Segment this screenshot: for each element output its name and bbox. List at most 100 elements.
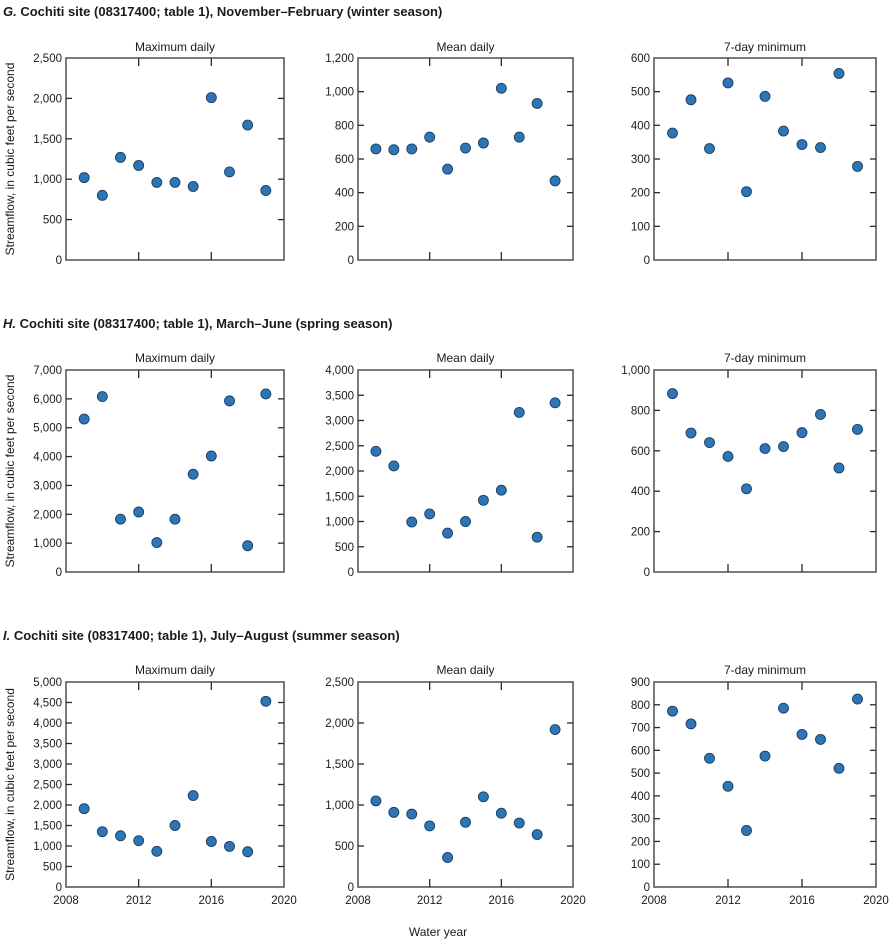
data-point: [796, 728, 808, 740]
data-point: [187, 468, 199, 480]
y-tick-label: 200: [631, 527, 650, 539]
data-point: [224, 840, 235, 852]
data-point: [685, 718, 697, 730]
y-tick-label: 300: [631, 814, 650, 826]
data-point: [477, 137, 489, 149]
data-point: [495, 82, 507, 94]
x-tick-label: 2016: [199, 895, 225, 907]
panel-title: Maximum daily: [135, 40, 215, 54]
data-point: [852, 160, 863, 172]
data-point: [424, 131, 436, 143]
data-point: [96, 826, 108, 838]
y-tick-label: 700: [631, 723, 650, 735]
data-point: [495, 807, 507, 819]
data-point: [722, 451, 734, 462]
y-tick-label: 4,000: [33, 452, 62, 464]
y-tick-label: 500: [631, 87, 650, 99]
data-point: [704, 437, 715, 448]
y-tick-label: 0: [348, 567, 354, 579]
y-tick-label: 3,000: [33, 480, 62, 492]
data-point: [78, 172, 90, 184]
section-h: H. Cochiti site (08317400; table 1), Mar…: [3, 316, 877, 579]
panel-maximum-daily: Maximum daily 0 500 1,000 1,500 2,000 2,500: [33, 40, 285, 267]
section-title-text: Cochiti site (08317400; table 1), March–…: [16, 316, 392, 331]
data-point: [477, 494, 489, 506]
data-point: [151, 176, 163, 188]
y-tick-label: 100: [631, 221, 650, 233]
y-tick-label: 3,500: [325, 390, 354, 402]
plot-frame: [65, 57, 285, 261]
panel-title: Maximum daily: [135, 351, 215, 365]
y-tick-label: 1,000: [621, 365, 650, 377]
data-point: [549, 724, 561, 736]
y-tick-label: 5,000: [33, 423, 62, 435]
section-title: I. Cochiti site (08317400; table 1), Jul…: [3, 628, 400, 643]
y-tick-label: 2,500: [325, 441, 354, 453]
y-tick-label: 1,000: [325, 87, 354, 99]
data-point: [406, 143, 418, 155]
data-point: [388, 806, 400, 818]
data-point: [442, 527, 454, 539]
x-tick-label: 2020: [560, 895, 586, 907]
section-letter: I.: [3, 628, 10, 643]
data-point: [815, 408, 826, 420]
section-title-text: Cochiti site (08317400; table 1), July–A…: [10, 628, 399, 643]
data-point: [242, 540, 254, 552]
data-point: [96, 391, 108, 402]
y-tick-label: 300: [631, 154, 650, 166]
data-point: [796, 139, 808, 150]
y-tick-label: 2,500: [33, 780, 62, 792]
y-tick-label: 500: [631, 768, 650, 780]
data-point: [531, 531, 543, 543]
data-point: [115, 513, 126, 525]
y-tick-label: 400: [335, 188, 354, 200]
data-point: [205, 836, 217, 847]
data-point: [704, 143, 715, 155]
y-tick-label: 400: [631, 120, 650, 132]
data-point: [205, 450, 217, 462]
data-point: [370, 143, 382, 155]
y-tick-label: 0: [644, 882, 650, 894]
data-point: [169, 176, 181, 188]
y-tick-label: 1,500: [325, 759, 354, 771]
x-axis-label: Water year: [409, 925, 467, 939]
x-tick-label: 2012: [417, 895, 443, 907]
data-point: [260, 695, 272, 707]
data-point: [115, 151, 126, 163]
panel-maximum-daily: Maximum daily 0 1,000 2,000 3,000 4,000 5,000 6…: [33, 351, 285, 579]
y-tick-label: 0: [56, 567, 62, 579]
y-tick-label: 1,000: [33, 174, 62, 186]
data-point: [513, 817, 525, 829]
data-point: [704, 752, 715, 764]
y-tick-label: 3,500: [33, 739, 62, 751]
data-point: [406, 808, 418, 820]
y-tick-label: 2,500: [325, 677, 354, 689]
section-title: H. Cochiti site (08317400; table 1), Mar…: [3, 316, 392, 331]
y-tick-label: 500: [43, 215, 62, 227]
y-axis-label: Streamflow, in cubic feet per second: [3, 63, 17, 256]
data-point: [96, 189, 108, 201]
y-tick-label: 1,000: [325, 800, 354, 812]
data-point: [852, 693, 863, 705]
panel-title: Mean daily: [436, 40, 494, 54]
data-point: [205, 92, 217, 104]
y-tick-label: 600: [631, 745, 650, 757]
y-tick-label: 1,000: [325, 517, 354, 529]
data-point: [741, 483, 752, 495]
panel-7-day-minimum: 7-day minimum 0 100 200 300 400 500 600 700 800 90…: [631, 663, 889, 907]
y-tick-label: 2,500: [33, 53, 62, 65]
y-tick-label: 0: [644, 255, 650, 267]
data-point: [667, 705, 678, 717]
data-point: [133, 835, 145, 847]
data-point: [133, 160, 145, 171]
section-g: G. Cochiti site (08317400; table 1), Nov…: [3, 4, 877, 267]
y-tick-label: 1,000: [33, 841, 62, 853]
data-point: [759, 90, 771, 102]
panel-title: 7-day minimum: [724, 351, 806, 365]
data-point: [513, 406, 525, 418]
panel-7-day-minimum: 7-day minimum 0 100 200 300 400 500 600: [631, 40, 877, 267]
y-tick-label: 1,500: [33, 134, 62, 146]
data-point: [442, 852, 454, 863]
x-tick-label: 2016: [489, 895, 515, 907]
